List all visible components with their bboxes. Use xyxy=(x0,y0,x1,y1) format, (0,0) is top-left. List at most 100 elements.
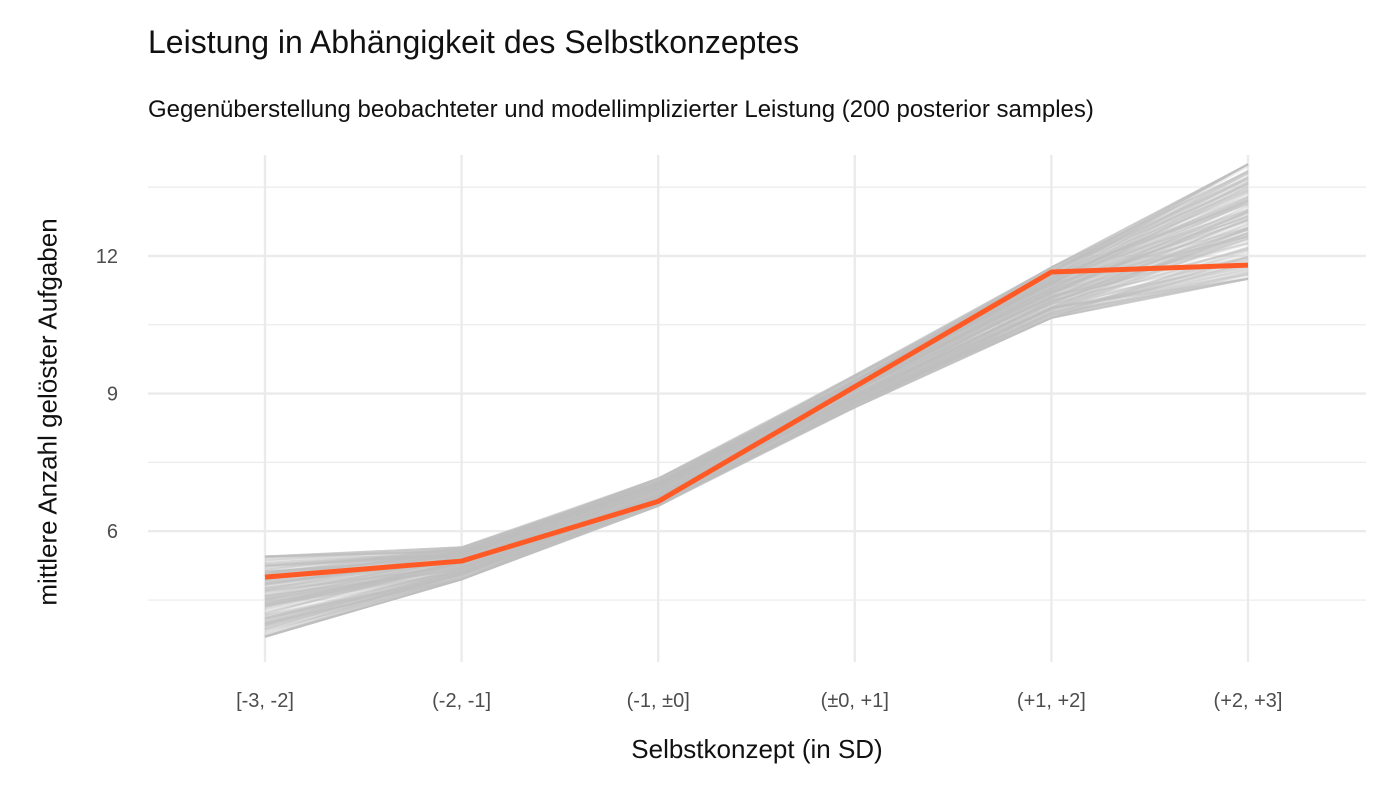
posterior-sample-line xyxy=(264,277,1249,628)
x-tick-label: (±0, +1] xyxy=(821,690,889,712)
posterior-sample-line xyxy=(264,209,1249,573)
posterior-sample-line xyxy=(264,251,1249,622)
posterior-sample-line xyxy=(264,180,1249,578)
y-tick-label: 12 xyxy=(96,246,118,268)
x-axis-label: Selbstkonzept (in SD) xyxy=(631,734,883,764)
posterior-sample-line xyxy=(264,274,1249,632)
posterior-sample-line xyxy=(264,233,1249,605)
posterior-sample-line xyxy=(264,231,1249,608)
posterior-sample-line xyxy=(264,196,1249,589)
posterior-sample-line xyxy=(264,261,1249,638)
posterior-sample-line xyxy=(264,199,1249,580)
posterior-sample-line xyxy=(264,265,1249,638)
posterior-sample-line xyxy=(264,188,1249,561)
posterior-sample-line xyxy=(264,264,1249,627)
posterior-sample-line xyxy=(264,234,1249,624)
posterior-sample-line xyxy=(264,188,1249,592)
posterior-sample-line xyxy=(264,273,1249,637)
posterior-sample-line xyxy=(264,246,1249,625)
posterior-sample-line xyxy=(264,263,1249,634)
posterior-sample-line xyxy=(264,277,1249,638)
posterior-sample-line xyxy=(264,203,1249,567)
posterior-sample-line xyxy=(264,163,1249,562)
chart-title: Leistung in Abhängigkeit des Selbstkonze… xyxy=(148,24,800,60)
posterior-sample-line xyxy=(264,258,1249,621)
posterior-sample-line xyxy=(264,255,1249,631)
posterior-sample-line xyxy=(264,226,1249,604)
y-tick-label: 6 xyxy=(107,521,118,543)
posterior-sample-line xyxy=(264,276,1249,633)
posterior-sample-line xyxy=(264,218,1249,613)
posterior-sample-line xyxy=(264,176,1249,592)
posterior-sample-line xyxy=(264,191,1249,585)
posterior-sample-line xyxy=(264,170,1249,572)
posterior-sample-line xyxy=(264,195,1249,568)
posterior-sample-line xyxy=(264,249,1249,626)
posterior-sample-line xyxy=(264,176,1249,567)
posterior-sample-line xyxy=(264,242,1249,597)
posterior-sample-line xyxy=(264,257,1249,627)
x-tick-label: (-1, ±0] xyxy=(627,690,690,712)
posterior-sample-line xyxy=(264,256,1249,617)
posterior-sample-line xyxy=(264,163,1249,567)
posterior-sample-line xyxy=(264,186,1249,575)
posterior-sample-line xyxy=(264,218,1249,593)
posterior-sample-line xyxy=(264,163,1249,568)
posterior-sample-line xyxy=(264,247,1249,638)
posterior-sample-line xyxy=(264,227,1249,599)
posterior-sample-line xyxy=(264,255,1249,626)
posterior-sample-line xyxy=(264,256,1249,638)
posterior-sample-line xyxy=(264,277,1249,631)
posterior-sample-line xyxy=(264,198,1249,567)
posterior-sample-line xyxy=(264,165,1249,580)
posterior-sample-line xyxy=(264,226,1249,611)
posterior-sample-line xyxy=(264,211,1249,582)
posterior-sample-line xyxy=(264,232,1249,628)
posterior-sample-line xyxy=(264,173,1249,570)
posterior-sample-line xyxy=(264,212,1249,615)
posterior-sample-line xyxy=(264,183,1249,559)
posterior-sample-line xyxy=(264,172,1249,577)
posterior-sample-line xyxy=(264,169,1249,565)
posterior-sample-line xyxy=(264,217,1249,574)
posterior-sample-line xyxy=(264,260,1249,624)
posterior-sample-line xyxy=(264,211,1249,582)
posterior-sample-line xyxy=(264,271,1249,630)
posterior-sample-line xyxy=(264,268,1249,638)
posterior-sample-line xyxy=(264,201,1249,564)
posterior-sample-line xyxy=(264,181,1249,558)
posterior-sample-line xyxy=(264,178,1249,573)
posterior-sample-line xyxy=(264,266,1249,624)
posterior-sample-line xyxy=(264,266,1249,635)
posterior-sample-line xyxy=(264,163,1249,558)
posterior-sample-line xyxy=(264,216,1249,610)
posterior-sample-line xyxy=(264,272,1249,638)
posterior-sample-line xyxy=(264,223,1249,592)
posterior-sample-line xyxy=(264,177,1249,580)
posterior-sample-line xyxy=(264,177,1249,587)
posterior-sample-line xyxy=(264,172,1249,567)
x-tick-label: (-2, -1] xyxy=(432,690,491,712)
posterior-sample-line xyxy=(264,255,1249,607)
posterior-sample-line xyxy=(264,277,1249,638)
posterior-sample-line xyxy=(264,221,1249,606)
posterior-sample-line xyxy=(264,163,1249,574)
posterior-sample-line xyxy=(264,177,1249,568)
posterior-sample-line xyxy=(264,189,1249,565)
posterior-sample-line xyxy=(264,237,1249,620)
posterior-sample-line xyxy=(264,227,1249,620)
posterior-sample-line xyxy=(264,214,1249,573)
posterior-sample-line xyxy=(264,253,1249,638)
posterior-sample-line xyxy=(264,199,1249,580)
posterior-sample-line xyxy=(264,237,1249,597)
posterior-sample-line xyxy=(264,209,1249,609)
posterior-sample-line xyxy=(264,273,1249,621)
y-tick-label: 9 xyxy=(107,384,118,406)
posterior-sample-line xyxy=(264,176,1249,559)
posterior-sample-line xyxy=(264,170,1249,575)
x-tick-label: [-3, -2] xyxy=(236,690,294,712)
posterior-sample-line xyxy=(264,196,1249,581)
observed-series-line xyxy=(264,262,1249,580)
posterior-sample-line xyxy=(264,271,1249,625)
